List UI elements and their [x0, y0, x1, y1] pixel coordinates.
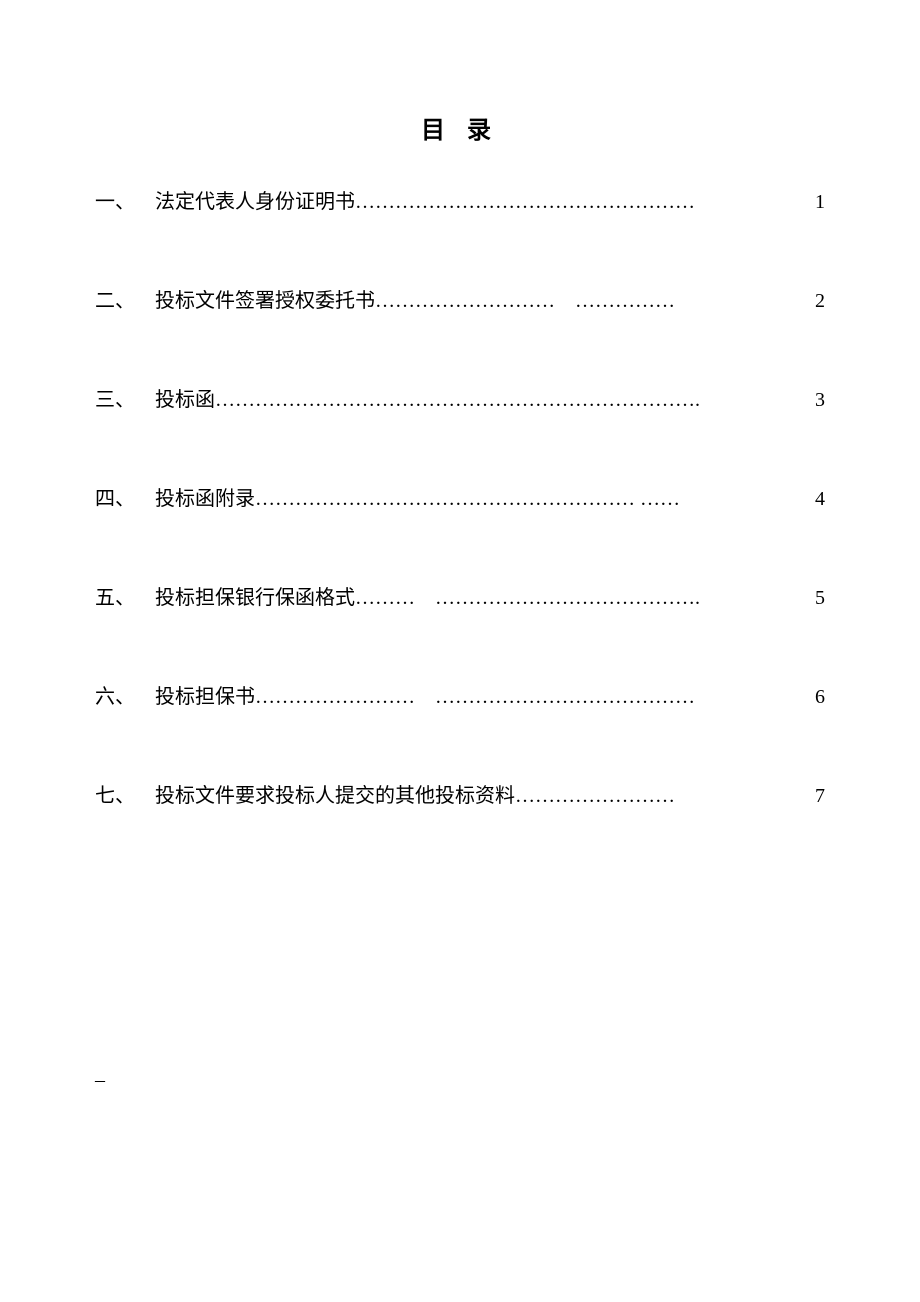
toc-title: 目 录 — [95, 110, 825, 145]
toc-item-leader: ………………………………………………… …… — [255, 488, 813, 511]
toc-item-page: 3 — [813, 389, 825, 412]
toc-item-label: 法定代表人身份证明书 — [155, 185, 355, 214]
toc-item-page: 4 — [813, 488, 825, 511]
toc-item: 六、 投标担保书 …………………… ………………………………… 6 — [95, 680, 825, 709]
toc-item-leader: ………………………………………………………………. — [215, 389, 813, 412]
toc-item-leader: …………………… ………………………………… — [255, 680, 813, 709]
toc-list: 一、 法定代表人身份证明书 …………………………………………… 1 二、 投标文… — [95, 185, 825, 808]
toc-item: 二、 投标文件签署授权委托书 ……………………… …………… 2 — [95, 284, 825, 313]
toc-item: 三、 投标函 ………………………………………………………………. 3 — [95, 383, 825, 412]
toc-item-number: 七、 — [95, 779, 155, 808]
toc-item-leader: ……………………… …………… — [375, 284, 813, 313]
toc-item-number: 四、 — [95, 482, 155, 511]
toc-item-number: 一、 — [95, 185, 155, 214]
toc-item-label: 投标文件要求投标人提交的其他投标资料 — [155, 779, 515, 808]
toc-item-page: 2 — [813, 290, 825, 313]
toc-item-leader: …………………… — [515, 785, 813, 808]
toc-item-label: 投标担保书 — [155, 680, 255, 709]
toc-item-number: 三、 — [95, 383, 155, 412]
toc-item-leader: ……… …………………………………. — [355, 581, 813, 610]
toc-item-number: 五、 — [95, 581, 155, 610]
toc-item-label: 投标文件签署授权委托书 — [155, 284, 375, 313]
toc-item-number: 二、 — [95, 284, 155, 313]
toc-item-page: 1 — [813, 191, 825, 214]
toc-item-page: 5 — [813, 587, 825, 610]
toc-item-page: 7 — [813, 785, 825, 808]
footer-mark: – — [95, 1069, 105, 1092]
toc-item-page: 6 — [813, 686, 825, 709]
toc-item-number: 六、 — [95, 680, 155, 709]
toc-item-label: 投标函附录 — [155, 482, 255, 511]
toc-item-leader: …………………………………………… — [355, 191, 813, 214]
toc-item: 五、 投标担保银行保函格式 ……… …………………………………. 5 — [95, 581, 825, 610]
toc-item: 四、 投标函附录 ………………………………………………… …… 4 — [95, 482, 825, 511]
toc-item: 一、 法定代表人身份证明书 …………………………………………… 1 — [95, 185, 825, 214]
toc-item: 七、 投标文件要求投标人提交的其他投标资料 …………………… 7 — [95, 779, 825, 808]
toc-item-label: 投标函 — [155, 383, 215, 412]
toc-item-label: 投标担保银行保函格式 — [155, 581, 355, 610]
